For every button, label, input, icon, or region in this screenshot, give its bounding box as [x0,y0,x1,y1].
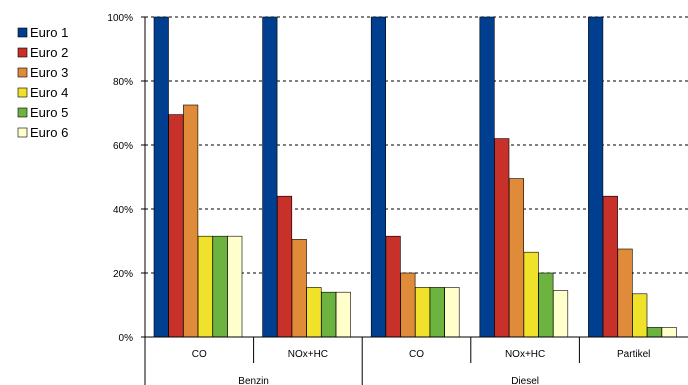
bar-euro-6-0 [227,235,243,338]
bar-euro-6-4 [661,327,677,338]
bar-euro-6-3 [552,290,569,338]
bar-euro-2-0 [168,114,184,338]
bar-euro-4-0 [197,235,213,338]
legend-label: Euro 6 [30,125,68,140]
bar-euro-4-3 [523,251,539,338]
legend: Euro 1 Euro 2 Euro 3 Euro 4 Euro 5 Euro 6 [17,25,68,140]
x-category-label: CO [409,349,424,360]
bar-euro-1-2 [370,16,387,338]
bar-euro-2-3 [494,138,510,338]
bar-euro-4-2 [414,287,431,338]
bar-euro-3-3 [508,178,525,338]
y-tick-label: 0% [119,333,134,344]
x-category-label: CO [192,349,207,360]
legend-swatch [17,87,28,98]
legend-swatch [17,47,28,58]
legend-swatch [17,107,28,118]
bar-euro-3-1 [291,239,307,338]
bar-euro-2-4 [602,195,618,338]
bar-euro-6-2 [444,287,460,338]
bar-euro-3-4 [617,248,633,338]
bar-layer [153,16,677,338]
legend-swatch [17,127,28,138]
bar-euro-4-1 [306,287,322,338]
bar-euro-2-2 [385,235,401,338]
bar-euro-5-3 [538,272,554,338]
y-tick-label: 20% [113,269,133,280]
legend-swatch [17,27,28,38]
legend-label: Euro 2 [30,45,68,60]
x-category-label: NOx+HC [505,349,545,360]
bar-euro-3-2 [400,272,416,338]
bar-euro-5-2 [429,287,445,338]
bar-euro-1-4 [588,16,604,338]
bar-euro-3-0 [183,104,199,338]
x-category-label: Partikel [617,349,650,360]
legend-label: Euro 5 [30,105,68,120]
axis-layer: 0% 20% 40% 60% 80% 100% CO NOx+HC CO NOx+HC Partik… [107,13,688,385]
legend-label: Euro 3 [30,65,68,80]
bar-euro-5-0 [212,235,228,338]
legend-swatch [17,67,28,78]
y-tick-label: 80% [113,77,133,88]
bar-euro-1-1 [262,16,278,338]
y-tick-label: 40% [113,205,133,216]
bar-euro-1-0 [153,16,169,338]
bar-euro-5-4 [646,327,663,338]
bar-euro-6-1 [335,291,351,338]
bar-euro-1-3 [479,16,495,338]
legend-label: Euro 1 [30,25,68,40]
x-group-label: Benzin [238,376,269,385]
bar-euro-4-4 [632,293,648,338]
bar-euro-5-1 [321,291,337,338]
x-group-label: Diesel [511,376,539,385]
legend-label: Euro 4 [30,85,68,100]
y-tick-label: 60% [113,141,133,152]
bar-euro-2-1 [276,195,293,338]
x-category-label: NOx+HC [288,349,328,360]
y-tick-label: 100% [107,13,133,24]
